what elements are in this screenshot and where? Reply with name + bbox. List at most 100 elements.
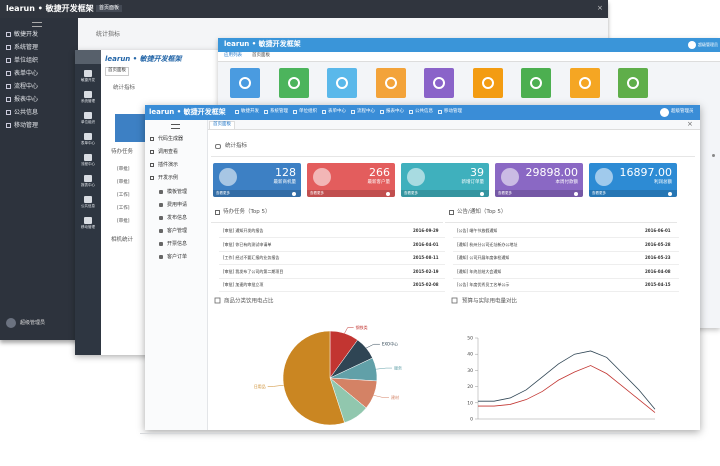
menu-item[interactable]: 系统管理: [270, 109, 288, 114]
menu-item[interactable]: 报表中心: [14, 96, 39, 103]
sub-item[interactable]: 费用申请: [167, 202, 188, 208]
menu-item[interactable]: 报表中心: [81, 183, 95, 187]
row-line: [219, 277, 445, 279]
row-line: [453, 291, 679, 292]
menu-icon: [6, 71, 11, 76]
card-value: 128: [275, 166, 296, 179]
tab[interactable]: 首页面板: [96, 5, 123, 12]
menu-item[interactable]: 公共信息: [81, 204, 95, 208]
card-label: 利润总额: [654, 180, 672, 185]
nav-item[interactable]: 插件演示: [158, 162, 179, 168]
menu-item[interactable]: 流程中心: [81, 162, 95, 166]
app-tile[interactable]: [521, 68, 551, 98]
list-text[interactable]: [公告] 端午节放假通知: [457, 228, 498, 233]
menu-item[interactable]: 表单中心: [81, 141, 95, 145]
menu-item[interactable]: 公共信息: [415, 109, 433, 114]
list-text[interactable]: [工作] 经过不要汇报的业务报告: [223, 255, 280, 260]
list-date: 2015-04-15: [645, 282, 671, 287]
side-dot: [712, 154, 715, 157]
menu-item[interactable]: 表单中心: [14, 70, 39, 77]
tab[interactable]: 应用列表: [224, 53, 242, 58]
list-title: 公告/通知（Top 5）: [457, 209, 507, 215]
menu-item[interactable]: 单位组织: [14, 57, 39, 64]
app-tile[interactable]: [424, 68, 454, 98]
card-more[interactable]: 查看更多: [310, 190, 324, 195]
card-more[interactable]: 查看更多: [216, 190, 230, 195]
menu-item[interactable]: 敏捷开发: [81, 78, 95, 82]
menu-item[interactable]: 单位组织: [299, 109, 317, 114]
tile-icon: [627, 77, 639, 89]
app-tile[interactable]: [618, 68, 648, 98]
menu-item[interactable]: 移动管理: [81, 225, 95, 229]
app-tile[interactable]: [375, 68, 406, 98]
app-tile[interactable]: [278, 68, 309, 98]
menu-item[interactable]: 敏捷开发: [241, 109, 259, 114]
card-more[interactable]: 查看更多: [404, 190, 418, 195]
menu-item[interactable]: 报表中心: [386, 109, 404, 114]
menu-icon: [264, 110, 268, 114]
menu-icon: [380, 110, 384, 114]
series-line: [478, 365, 656, 413]
tab[interactable]: 首页面板: [105, 67, 129, 76]
list-text[interactable]: [公告] 年度优秀员工名单公示: [457, 282, 510, 287]
card-icon: [595, 168, 613, 186]
y-tick-label: 20: [467, 384, 473, 390]
stat-card[interactable]: 39 新增订单量 查看更多: [401, 163, 489, 197]
list-text[interactable]: [审批] 你已有的测试申请单: [223, 241, 272, 247]
list-text[interactable]: [通知] 公司开展年度体检通知: [457, 255, 510, 260]
list-text[interactable]: [审批] 我发布了公司的第二期项目: [223, 268, 284, 274]
stat-card[interactable]: 128 最新商机量 查看更多: [213, 163, 301, 197]
list-text[interactable]: [通知] 年终总结大会通知: [457, 268, 502, 274]
menu-item[interactable]: 表单中心: [328, 109, 346, 114]
sidebar-badge: [75, 50, 101, 64]
menu-toggle: [171, 124, 180, 129]
menu-item[interactable]: 单位组织: [81, 120, 95, 124]
stat-card[interactable]: 16897.00 利润总额 查看更多: [589, 163, 677, 197]
tile-icon: [287, 77, 300, 89]
sub-item[interactable]: 客户订单: [167, 254, 188, 260]
menu-icon: [84, 196, 92, 203]
row-line: [453, 264, 679, 265]
menu-item[interactable]: 系统管理: [81, 99, 95, 103]
stat-card[interactable]: 29898.00 本周付款额 查看更多: [495, 163, 583, 197]
nav-item[interactable]: 代码生成器: [158, 136, 184, 142]
list-icon: [449, 210, 454, 215]
y-tick-label: 40: [467, 352, 473, 358]
card-more-icon: [480, 191, 484, 196]
nav-item[interactable]: 调用查看: [158, 149, 179, 155]
app-tile[interactable]: [472, 68, 503, 98]
menu-item[interactable]: 敏捷开发: [14, 31, 39, 38]
app-tile[interactable]: [230, 68, 260, 98]
y-tick-label: 50: [467, 336, 473, 342]
sub-item[interactable]: 开票信息: [167, 241, 188, 247]
menu-item[interactable]: 移动管理: [14, 122, 39, 129]
menu-item[interactable]: 系统管理: [14, 44, 39, 51]
brand: learun • 敏捷开发框架: [105, 55, 182, 63]
menu-item[interactable]: 公共信息: [14, 109, 39, 116]
sub-icon: [159, 255, 163, 259]
card-more[interactable]: 查看更多: [592, 190, 606, 195]
stat-card[interactable]: 266 最新客户量 查看更多: [307, 163, 395, 197]
sub-item[interactable]: 客户管理: [167, 228, 188, 234]
menu-item[interactable]: 移动管理: [444, 109, 462, 114]
list-text[interactable]: [通知] 杭州分公司迁址新办公地址: [457, 241, 518, 247]
chart-title: 商品分类饮用电占比: [224, 297, 274, 305]
list-text[interactable]: [审批] 通知开发的报告: [223, 228, 264, 233]
nav-item[interactable]: 开发示例: [158, 175, 179, 181]
sub-icon: [159, 203, 163, 207]
menu-item[interactable]: 流程中心: [357, 109, 375, 114]
menu-item[interactable]: 流程中心: [14, 83, 39, 90]
card-more[interactable]: 查看更多: [498, 190, 512, 195]
app-tile[interactable]: [327, 68, 357, 98]
menu-icon: [84, 70, 92, 77]
card-value: 29898.00: [525, 166, 579, 179]
label-line: [376, 367, 392, 370]
tab[interactable]: 首页面板: [209, 121, 235, 130]
sub-item[interactable]: 发布信息: [167, 215, 188, 221]
list-text[interactable]: [审批] 加速的审批立项: [223, 282, 264, 287]
list-date: 2015-08-11: [413, 255, 439, 260]
window-shadow: [140, 433, 660, 434]
tab[interactable]: 首页面板: [252, 53, 270, 58]
sub-item[interactable]: 模板管理: [167, 189, 188, 195]
app-tile[interactable]: [569, 68, 600, 98]
